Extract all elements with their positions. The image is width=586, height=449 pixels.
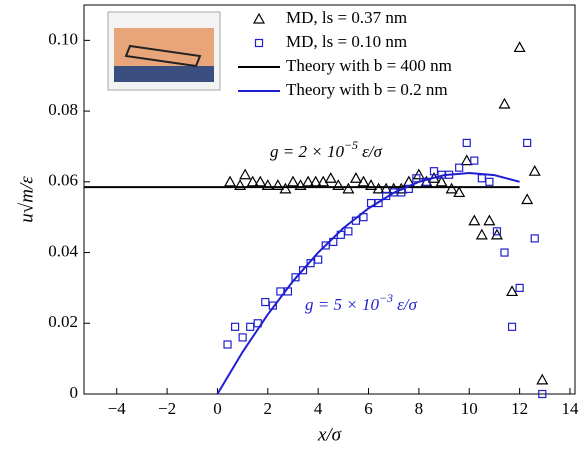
legend-label: Theory with b = 0.2 nm	[286, 80, 448, 99]
x-tick-label: 8	[415, 399, 424, 418]
legend-label: MD, ls = 0.10 nm	[286, 32, 407, 51]
y-tick-label: 0	[70, 383, 79, 402]
triangle-marker	[365, 179, 378, 190]
triangle-marker	[271, 179, 284, 190]
plot-frame	[83, 4, 576, 395]
triangle-marker	[286, 175, 300, 187]
square-marker	[238, 333, 247, 342]
triangle-marker	[372, 182, 385, 194]
triangle-marker	[445, 182, 458, 194]
square-marker	[344, 227, 353, 236]
annotation-unit: ε/σ	[362, 142, 382, 161]
square-marker	[223, 340, 232, 349]
square-marker	[246, 322, 255, 331]
triangle-marker	[460, 154, 473, 166]
x-tick-label: 12	[511, 399, 528, 418]
triangle-marker	[475, 228, 488, 240]
triangle-marker	[246, 175, 259, 187]
triangle-marker	[435, 175, 448, 187]
x-tick-label: −2	[158, 399, 176, 418]
triangle-marker	[521, 193, 534, 205]
triangle-marker	[309, 175, 322, 187]
triangle-marker	[254, 175, 267, 187]
x-tick-label: 14	[561, 399, 579, 418]
x-axis-label: x/σ	[317, 424, 342, 445]
triangle-marker	[357, 175, 370, 187]
square-marker	[455, 163, 464, 172]
square-marker	[523, 138, 532, 148]
x-tick-label: 0	[213, 399, 222, 418]
square-marker	[298, 266, 308, 275]
y-tick-label: 0.04	[48, 241, 78, 260]
y-tick-label: 0.02	[48, 312, 78, 331]
triangle-marker	[453, 186, 466, 198]
triangle-marker	[349, 172, 362, 183]
annotation-base: g = 2 × 10	[270, 142, 344, 161]
annotation: g = 2 × 10−5 ε/σ	[270, 138, 382, 161]
triangle-marker	[498, 97, 511, 109]
y-tick-label: 0.06	[48, 171, 78, 190]
triangle-marker	[513, 41, 526, 53]
triangle-marker	[468, 214, 481, 226]
square-marker	[314, 255, 323, 264]
square-marker	[515, 283, 524, 293]
annotation-exp: −5	[344, 138, 358, 152]
legend-label: Theory with b = 400 nm	[286, 56, 452, 75]
triangle-marker	[324, 172, 337, 183]
triangle-marker	[342, 182, 355, 194]
triangle-marker	[261, 179, 274, 190]
triangle-marker	[536, 373, 549, 385]
y-tick-label: 0.10	[48, 29, 78, 48]
x-tick-label: 6	[364, 399, 373, 418]
triangle-marker	[302, 175, 315, 187]
x-tick-label: 2	[264, 399, 273, 418]
square-marker	[538, 389, 547, 399]
annotation-base: g = 5 × 10	[305, 295, 379, 314]
square-marker	[254, 38, 264, 48]
triangle-marker	[279, 182, 292, 194]
triangle-marker	[506, 285, 519, 297]
square-marker	[492, 227, 502, 236]
square-marker	[477, 174, 486, 183]
square-marker	[470, 156, 479, 165]
square-marker	[291, 273, 300, 282]
square-marker	[374, 198, 383, 208]
triangle-marker	[224, 175, 237, 187]
square-marker	[412, 174, 421, 183]
square-marker	[359, 213, 368, 222]
annotation: g = 5 × 10−3 ε/σ	[305, 291, 417, 314]
inset-image	[107, 11, 221, 91]
square-marker	[261, 297, 270, 307]
y-tick-label: 0.08	[48, 100, 78, 119]
square-marker	[485, 177, 494, 186]
square-marker	[530, 234, 539, 243]
square-marker	[507, 322, 517, 331]
annotation-unit: ε/σ	[397, 295, 417, 314]
x-tick-label: −4	[108, 399, 127, 418]
x-tick-label: 4	[314, 399, 323, 418]
theory-line	[216, 171, 520, 395]
triangle-marker	[252, 12, 266, 24]
legend-label: MD, ls = 0.37 nm	[286, 8, 407, 27]
annotation-exp: −3	[379, 291, 393, 305]
square-marker	[230, 322, 240, 331]
triangle-marker	[234, 179, 247, 190]
square-marker	[422, 177, 431, 186]
x-tick-label: 10	[461, 399, 478, 418]
triangle-marker	[528, 164, 541, 176]
triangle-marker	[239, 168, 252, 180]
square-marker	[500, 248, 509, 257]
square-marker	[462, 138, 471, 148]
triangle-marker	[483, 214, 496, 226]
triangle-marker	[332, 179, 345, 190]
y-axis-label: u√m/ε	[16, 176, 37, 223]
